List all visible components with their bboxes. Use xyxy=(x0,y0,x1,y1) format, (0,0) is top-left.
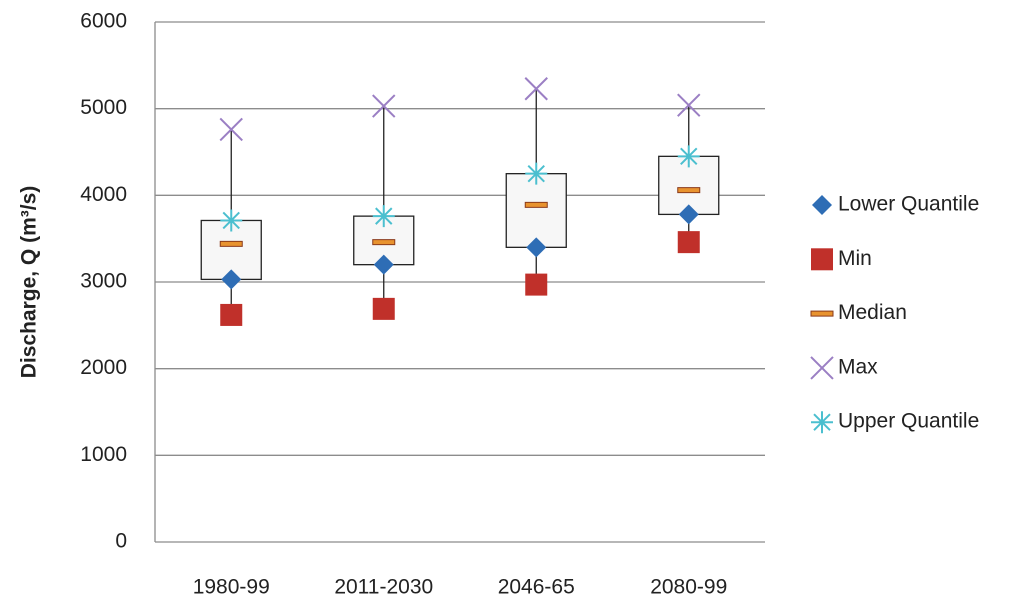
y-tick-label: 6000 xyxy=(80,10,127,33)
y-tick-label: 0 xyxy=(115,530,127,553)
x-tick-label: 1980-99 xyxy=(193,576,270,599)
x-tick-label: 2046-65 xyxy=(498,576,575,599)
y-tick-label: 5000 xyxy=(80,96,127,119)
marker-median xyxy=(524,201,548,208)
marker-max xyxy=(372,94,396,118)
marker-min xyxy=(811,248,833,271)
marker-lower-quantile xyxy=(221,269,242,290)
y-tick-label: 4000 xyxy=(80,183,127,206)
marker-upper-quantile xyxy=(372,205,395,228)
box xyxy=(505,173,567,248)
legend-entry: Max xyxy=(810,355,878,380)
legend-entry: Min xyxy=(811,247,872,271)
marker-min xyxy=(220,303,243,326)
y-tick-label: 3000 xyxy=(80,270,127,293)
y-tick-label: 1000 xyxy=(80,443,127,466)
legend-label: Upper Quantile xyxy=(838,410,979,433)
marker-lower-quantile xyxy=(678,204,699,225)
marker-max xyxy=(524,77,548,101)
marker-max xyxy=(677,93,701,117)
marker-lower-quantile xyxy=(373,254,394,275)
marker-min xyxy=(677,231,700,254)
marker-median xyxy=(677,187,701,194)
legend-label: Max xyxy=(838,355,878,378)
marker-max xyxy=(810,356,834,380)
marker-lower-quantile xyxy=(812,195,832,215)
marker-upper-quantile xyxy=(811,411,833,434)
marker-min xyxy=(525,273,548,296)
marker-median xyxy=(219,240,243,247)
legend-label: Median xyxy=(838,301,907,324)
marker-median xyxy=(810,310,834,317)
legend-label: Min xyxy=(838,247,872,270)
legend-label: Lower Quantile xyxy=(838,193,979,216)
y-axis-label: Discharge, Q (m³/s) xyxy=(18,186,41,379)
marker-lower-quantile xyxy=(526,237,547,258)
legend-entry: Median xyxy=(810,301,907,324)
legend-entry: Upper Quantile xyxy=(811,410,979,434)
marker-upper-quantile xyxy=(525,162,548,185)
marker-upper-quantile xyxy=(677,145,700,168)
x-tick-label: 2011-2030 xyxy=(334,576,433,599)
marker-upper-quantile xyxy=(220,209,243,232)
marker-min xyxy=(372,297,395,320)
marker-median xyxy=(372,239,396,246)
marker-max xyxy=(219,117,243,142)
legend-entry: Lower Quantile xyxy=(812,193,979,216)
x-tick-label: 2080-99 xyxy=(650,576,727,599)
y-tick-label: 2000 xyxy=(80,356,127,379)
